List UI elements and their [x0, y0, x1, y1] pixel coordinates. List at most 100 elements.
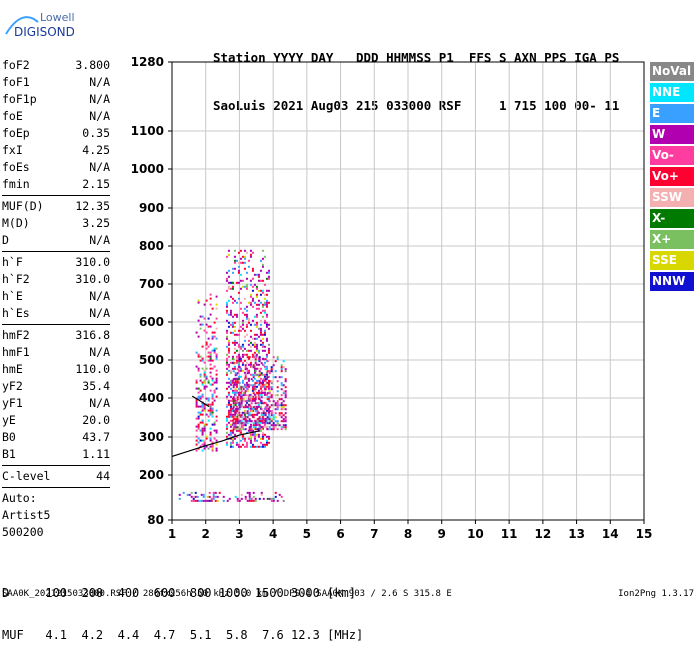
echo-point	[238, 382, 241, 385]
echo-point	[237, 269, 240, 272]
param-value: N/A	[89, 160, 110, 174]
echo-point	[256, 392, 259, 395]
echo-point	[259, 289, 262, 292]
echo-point	[259, 367, 262, 370]
echo-point	[231, 281, 234, 284]
echo-point	[259, 385, 262, 388]
echo-point	[259, 445, 262, 448]
echo-point	[195, 387, 198, 390]
param-value: 3.25	[82, 216, 110, 230]
echo-point	[276, 406, 279, 409]
echo-point	[248, 396, 251, 399]
echo-point	[253, 383, 256, 386]
param-value: 310.0	[75, 255, 110, 269]
echo-point	[244, 366, 247, 369]
echo-point	[253, 439, 256, 442]
echo-point	[197, 405, 200, 408]
echo-point	[238, 388, 241, 391]
echo-point	[243, 409, 246, 412]
echo-point	[243, 297, 246, 300]
echo-point	[265, 355, 268, 358]
echo-point	[263, 329, 266, 332]
echo-point	[254, 422, 257, 425]
param-value: 4.25	[82, 143, 110, 157]
echo-point	[244, 406, 247, 409]
echo-point	[274, 420, 277, 423]
echo-point	[261, 289, 264, 292]
echo-point	[260, 402, 263, 405]
echo-point	[227, 409, 230, 412]
echo-point	[239, 391, 242, 394]
param-name: foEp	[2, 126, 30, 140]
echo-point	[235, 383, 238, 386]
echo-point	[209, 351, 212, 354]
echo-point	[227, 349, 230, 352]
echo-point	[276, 358, 279, 361]
echo-point	[272, 426, 275, 429]
param-name: yF1	[2, 396, 23, 410]
echo-point	[234, 388, 237, 391]
echo-point	[225, 329, 228, 332]
echo-point	[274, 394, 277, 397]
echo-point	[236, 396, 239, 399]
echo-point	[267, 275, 270, 278]
echo-point	[268, 370, 271, 373]
echo-point	[239, 397, 242, 400]
echo-point	[233, 399, 236, 402]
echo-point	[260, 420, 263, 423]
echo-point	[251, 429, 254, 432]
echo-point	[274, 495, 277, 498]
echo-point	[261, 341, 264, 344]
param-name: foEs	[2, 160, 30, 174]
echo-point	[213, 429, 216, 432]
echo-point	[232, 398, 235, 401]
echo-point	[245, 315, 248, 318]
x-tick-label: 3	[235, 527, 243, 541]
echo-point	[253, 351, 256, 354]
echo-point	[265, 407, 268, 410]
echo-point	[213, 351, 216, 354]
echo-point	[255, 285, 258, 288]
echo-point	[265, 315, 268, 318]
echo-point	[257, 427, 260, 430]
echo-point	[231, 431, 234, 434]
echo-point	[225, 331, 228, 334]
scaled-parameters-panel: foF2 3.800 foF1 N/A foF1p N/A foE N/A foEp 0.35 fx…	[2, 57, 110, 541]
param-name: hmF2	[2, 328, 30, 342]
echo-point	[237, 415, 240, 418]
echo-point	[205, 343, 208, 346]
clevel-label: C-level	[2, 469, 51, 483]
echo-point	[235, 359, 238, 362]
echo-point	[203, 447, 206, 450]
echo-point	[246, 370, 249, 373]
echo-point	[272, 428, 275, 431]
echo-point	[203, 409, 206, 412]
echo-point	[270, 388, 273, 391]
echo-point	[243, 329, 246, 332]
echo-point	[211, 349, 214, 352]
echo-point	[214, 499, 217, 502]
echo-point	[243, 439, 246, 442]
echo-point	[211, 413, 214, 416]
echo-point	[206, 495, 209, 498]
echo-point	[197, 301, 200, 304]
echo-point	[254, 428, 257, 431]
param-value: 316.8	[75, 328, 110, 342]
echo-point	[253, 315, 256, 318]
echo-point	[264, 418, 267, 421]
echo-point	[248, 418, 251, 421]
echo-point	[242, 406, 245, 409]
echo-point	[255, 293, 258, 296]
echo-point	[282, 400, 285, 403]
echo-point	[265, 435, 268, 438]
echo-point	[259, 333, 262, 336]
echo-point	[243, 371, 246, 374]
echo-point	[243, 335, 246, 338]
echo-point	[259, 387, 262, 390]
echo-point	[255, 433, 258, 436]
echo-point	[239, 387, 242, 390]
echo-point	[253, 399, 256, 402]
echo-point	[241, 361, 244, 364]
echo-point	[276, 420, 279, 423]
echo-point	[257, 435, 260, 438]
